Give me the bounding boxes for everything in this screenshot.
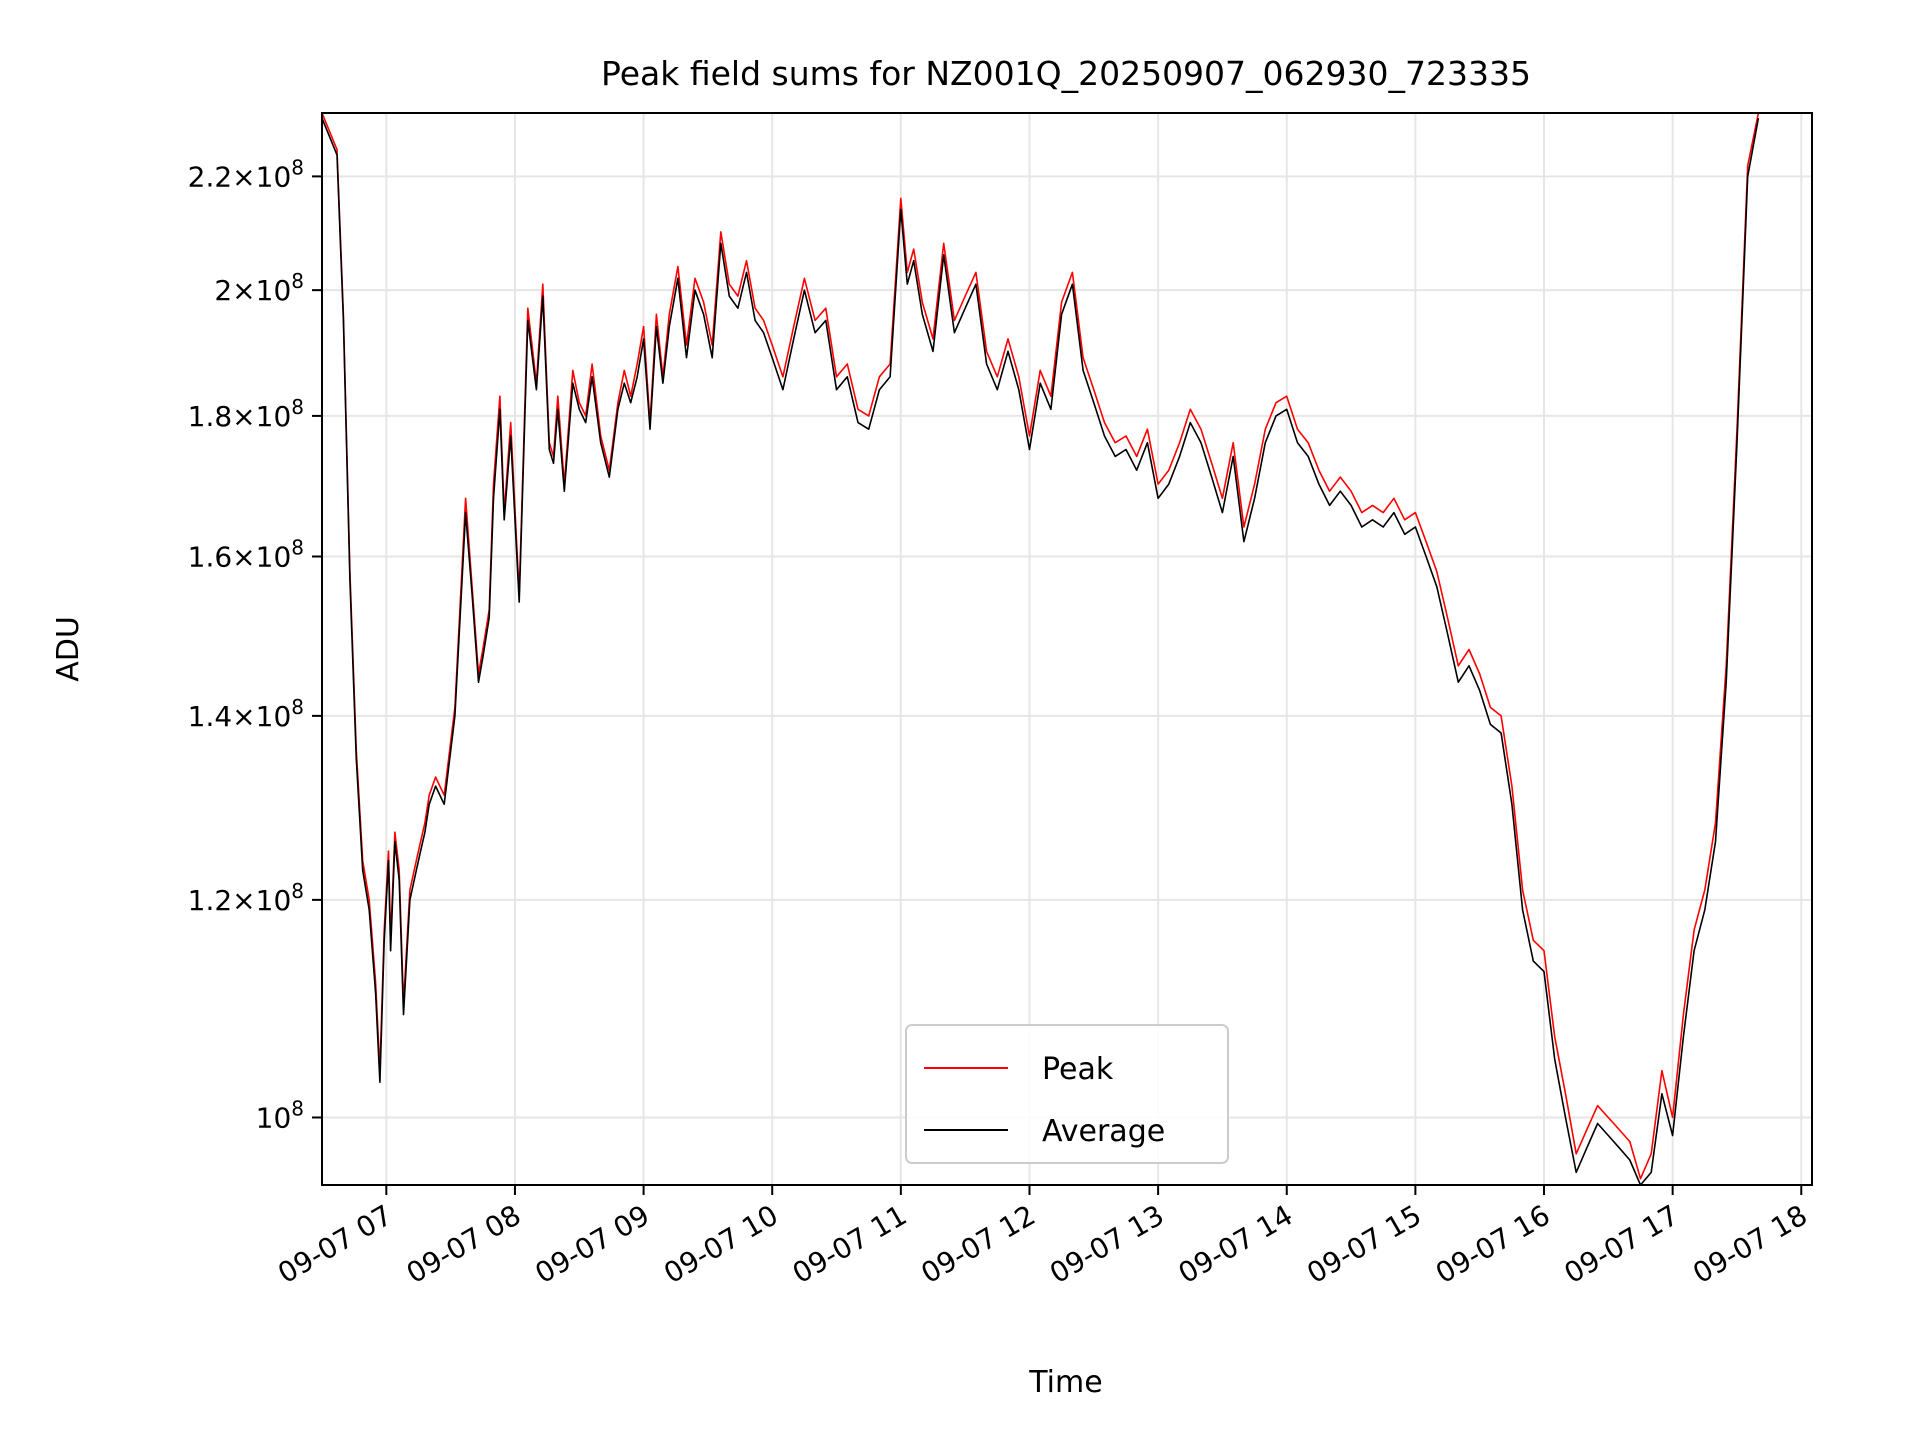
legend-label-average: Average: [1042, 1114, 1165, 1149]
legend-label-peak: Peak: [1042, 1052, 1114, 1087]
y-tick-exponent: 8: [291, 395, 304, 419]
legend: Peak Average: [905, 1024, 1229, 1164]
plot-frame: [321, 112, 1813, 1186]
grid: [322, 113, 1812, 1185]
legend-box: [905, 1024, 1229, 1164]
chart-title: Peak field sums for NZ001Q_20250907_0629…: [601, 54, 1531, 93]
y-tick-label: 1.4×108: [188, 695, 304, 733]
y-axis: 1081.2×1081.4×1081.6×1081.8×1082×1082.2×…: [188, 155, 322, 1134]
y-tick-label: 2.2×108: [188, 155, 304, 193]
y-tick-label: 1.2×108: [188, 879, 304, 917]
series-line-peak: [321, 112, 1760, 1180]
y-tick-exponent: 8: [291, 695, 304, 719]
y-tick-label: 1.8×108: [188, 395, 304, 433]
x-axis-label: Time: [1028, 1365, 1102, 1400]
y-tick-label: 2×108: [214, 269, 304, 307]
y-axis-label: ADU: [51, 616, 86, 682]
series-line-average: [321, 117, 1760, 1186]
y-tick-exponent: 8: [291, 155, 304, 179]
y-tick-exponent: 8: [291, 879, 304, 903]
series-layer: [321, 112, 1760, 1186]
y-tick-label: 1.6×108: [188, 535, 304, 573]
y-tick-exponent: 8: [291, 1096, 304, 1120]
y-tick-exponent: 8: [291, 269, 304, 293]
y-tick-exponent: 8: [291, 535, 304, 559]
